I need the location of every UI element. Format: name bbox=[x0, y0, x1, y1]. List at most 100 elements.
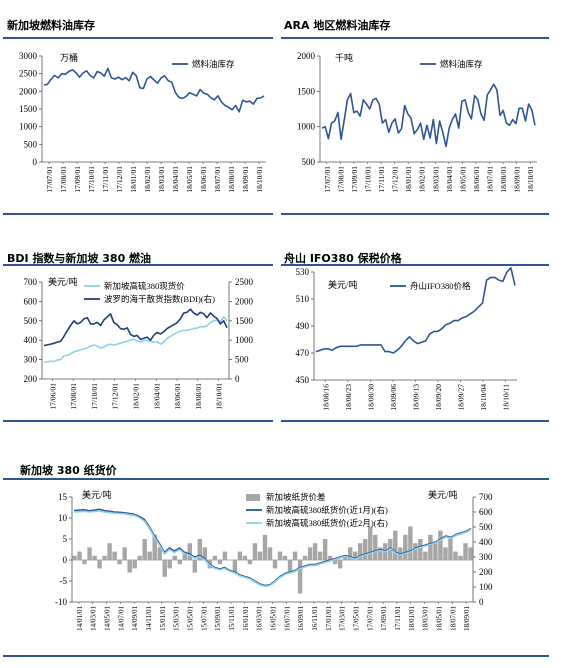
sg380-paper-xtick-label: 15/05/01 bbox=[187, 606, 195, 631]
sg380-paper-bar bbox=[413, 543, 418, 560]
sg380-paper-ytick-label: -10 bbox=[55, 597, 67, 607]
bdi-vs-sg380-ytick-label: 500 bbox=[24, 316, 38, 326]
sg380-paper-bar bbox=[157, 547, 162, 560]
bdi-vs-sg380-y2tick-label: 500 bbox=[235, 355, 249, 365]
sg380-paper-xtick-label: 18/03/01 bbox=[422, 606, 430, 631]
sg380-paper-xtick-label: 16/11/01 bbox=[311, 606, 319, 631]
sg380-paper-bar bbox=[242, 555, 248, 560]
sg380-paper-legend-label-0: 新加坡纸货价差 bbox=[266, 492, 326, 502]
sg-inventory-xtick-label: 18/10/01 bbox=[255, 166, 264, 193]
sg380-paper-bar bbox=[317, 551, 323, 560]
sg-inventory-xtick-label: 17/12/01 bbox=[115, 166, 124, 193]
sg380-paper-ytick-label: 10 bbox=[58, 513, 68, 523]
zhoushan-ifo380-ytick-label: 470 bbox=[296, 348, 310, 358]
sg380-paper-bar bbox=[222, 551, 228, 560]
sg-inventory-series-0-line bbox=[43, 67, 265, 113]
sg380-paper-legend-swatch-0 bbox=[246, 494, 260, 501]
sg-inventory-xtick-label: 18/09/01 bbox=[241, 166, 250, 193]
rule-8 bbox=[281, 420, 549, 422]
sg-inventory-xtick-label: 18/04/01 bbox=[171, 166, 180, 193]
bdi-vs-sg380-ytick-label: 700 bbox=[24, 277, 38, 287]
ara-inventory-xtick-label: 17/12/01 bbox=[391, 166, 400, 193]
ara-inventory-xtick-label: 17/11/01 bbox=[377, 166, 386, 193]
sg380-paper-bar bbox=[212, 555, 218, 560]
sg380-paper-bar bbox=[337, 560, 343, 569]
rule-3 bbox=[3, 213, 273, 215]
bdi-vs-sg380-xtick-label: 17/06/01 bbox=[48, 383, 57, 410]
sg380-paper-bar bbox=[257, 551, 263, 560]
ara-inventory-xtick-label: 18/05/01 bbox=[458, 166, 467, 193]
sg380-paper-bar bbox=[152, 534, 157, 560]
sg380-paper-bar bbox=[307, 547, 313, 560]
sg380-paper-y2tick-label: 500 bbox=[479, 522, 493, 532]
sg380-paper-bar bbox=[463, 543, 468, 560]
ara-inventory-xtick-label: 18/09/01 bbox=[513, 166, 522, 193]
sg380-paper-bar bbox=[172, 555, 177, 560]
title-zhoushan: 舟山 IFO380 保税价格 bbox=[284, 252, 402, 265]
bdi-vs-sg380-y2tick-label: 2000 bbox=[235, 296, 254, 306]
sg380-paper-bar bbox=[287, 560, 293, 573]
title-paper: 新加坡 380 纸货价 bbox=[20, 464, 117, 477]
sg380-paper-bar bbox=[358, 543, 363, 560]
bdi-vs-sg380-xtick-label: 17/12/01 bbox=[111, 383, 120, 410]
sg-inventory-ytick-label: 2000 bbox=[19, 86, 38, 96]
zhoushan-ifo380-unit-label: 美元/吨 bbox=[328, 279, 358, 290]
sg380-paper-bar bbox=[187, 543, 192, 560]
title-bdi: BDI 指数与新加坡 380 燃油 bbox=[7, 252, 152, 265]
sg380-paper-xtick-label: 14/11/01 bbox=[145, 606, 153, 631]
zhoushan-ifo380-xtick-label: 18/10/11 bbox=[502, 384, 511, 411]
sg-inventory-xtick-label: 18/03/01 bbox=[157, 166, 166, 193]
sg380-paper-legend-label-1: 新加坡高硫380纸货价(近1月)(右) bbox=[266, 505, 388, 515]
zhoushan-ifo380-ytick-label: 450 bbox=[296, 375, 310, 385]
sg380-paper-xtick-label: 14/03/01 bbox=[90, 606, 98, 631]
sg-inventory-xtick-label: 17/11/01 bbox=[101, 166, 110, 193]
sg-inventory-xtick-label: 18/07/01 bbox=[213, 166, 222, 193]
sg380-paper-bar bbox=[443, 547, 448, 560]
ara-inventory-xtick-label: 17/08/01 bbox=[336, 166, 345, 193]
sg380-paper-xtick-label: 17/03/01 bbox=[339, 606, 347, 631]
sg380-paper-bar bbox=[107, 543, 112, 560]
sg380-paper-bar bbox=[127, 560, 132, 573]
sg380-paper-bar bbox=[282, 555, 288, 560]
bdi-vs-sg380-y2tick-label: 1000 bbox=[235, 335, 254, 345]
sg380-paper-xtick-label: 18/01/01 bbox=[408, 606, 416, 631]
sg380-paper-bar bbox=[433, 543, 438, 560]
sg380-paper-series-2-line bbox=[73, 509, 472, 588]
bdi-vs-sg380-xtick-label: 18/02/01 bbox=[132, 383, 141, 410]
sg380-paper-xtick-label: 18/09/01 bbox=[463, 606, 471, 631]
sg380-paper-bar bbox=[368, 526, 373, 560]
sg380-paper-bar bbox=[72, 555, 77, 560]
sg380-paper-bar bbox=[237, 551, 243, 560]
ara-inventory-legend-label-0: 燃料油库存 bbox=[440, 59, 483, 69]
ara-inventory-unit-label: 千吨 bbox=[335, 52, 353, 63]
bdi-vs-sg380-xtick-label: 17/10/01 bbox=[90, 383, 99, 410]
sg-inventory-xtick-label: 18/01/01 bbox=[129, 166, 138, 193]
sg-inventory-ytick-label: 3000 bbox=[19, 51, 38, 61]
sg380-paper-xtick-label: 18/07/01 bbox=[449, 606, 457, 631]
sg380-paper-bar bbox=[428, 534, 433, 560]
sg380-paper-bar bbox=[102, 555, 107, 560]
sg380-paper-bar bbox=[252, 543, 258, 560]
sg380-paper-bar bbox=[177, 560, 182, 565]
sg380-paper-unit-label: 美元/吨 bbox=[82, 489, 112, 500]
sg380-paper-xtick-label: 14/01/01 bbox=[76, 606, 84, 631]
sg380-paper-bar bbox=[458, 555, 463, 560]
sg380-paper-y2tick-label: 400 bbox=[479, 537, 493, 547]
ara-inventory-xtick-label: 17/10/01 bbox=[363, 166, 372, 193]
rule-1 bbox=[3, 37, 273, 39]
sg380-paper-xtick-label: 16/05/01 bbox=[270, 606, 278, 631]
sg380-paper-xtick-label: 17/01/01 bbox=[325, 606, 333, 631]
bdi-vs-sg380-y2tick-label: 1500 bbox=[235, 316, 254, 326]
sg380-paper-xtick-label: 15/09/01 bbox=[214, 606, 222, 631]
sg380-paper-bar bbox=[332, 560, 338, 565]
sg380-paper-bar bbox=[232, 560, 238, 573]
sg380-paper-bar bbox=[97, 560, 102, 569]
bdi-vs-sg380-series-0-line bbox=[43, 316, 228, 364]
sg380-paper-xtick-label: 15/11/01 bbox=[228, 606, 236, 631]
bdi-vs-sg380-y2tick-label: 0 bbox=[235, 374, 240, 384]
bdi-vs-sg380-xtick-label: 17/08/01 bbox=[69, 383, 78, 410]
bdi-vs-sg380-legend-label-1: 波罗的海干散货指数(BDI)(右) bbox=[104, 294, 215, 304]
sg380-paper-bar bbox=[197, 539, 203, 560]
bdi-vs-sg380-xtick-label: 18/04/01 bbox=[152, 383, 161, 410]
title-ara-inventory: ARA 地区燃料油库存 bbox=[284, 19, 391, 32]
